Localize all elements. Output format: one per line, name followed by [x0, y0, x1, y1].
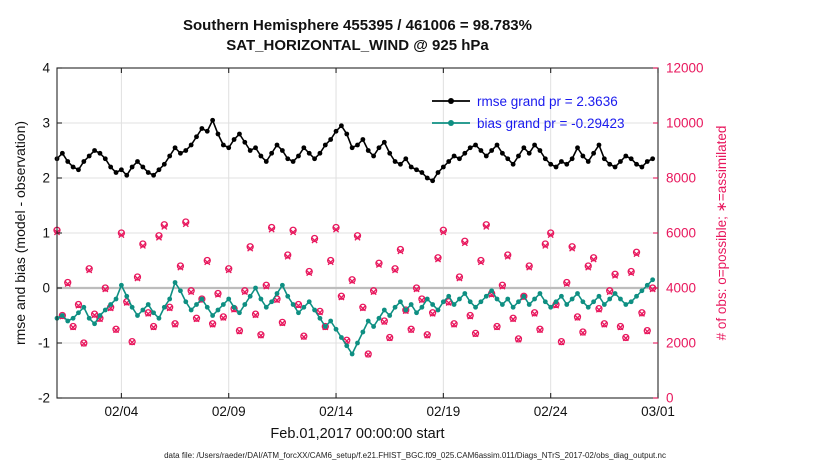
svg-text:02/04: 02/04 [104, 404, 138, 419]
svg-text:2000: 2000 [666, 336, 696, 351]
svg-text:-1: -1 [38, 336, 50, 351]
chart-title-line1: Southern Hemisphere 455395 / 461006 = 98… [183, 17, 532, 34]
chart-title: Southern Hemisphere 455395 / 461006 = 98… [57, 16, 658, 56]
svg-text:03/01: 03/01 [641, 404, 675, 419]
svg-text:2: 2 [42, 171, 50, 186]
svg-text:6000: 6000 [666, 226, 696, 241]
y-axis-label-left: rmse and bias (model - observation) [12, 120, 28, 346]
svg-text:02/19: 02/19 [426, 404, 460, 419]
y-axis-label-right: # of obs: o=possible; ∗=assimilated [714, 125, 729, 341]
legend-entry-rmse: rmse grand pr = 2.3636 [477, 94, 618, 109]
svg-text:02/24: 02/24 [534, 404, 568, 419]
chart-title-line2: SAT_HORIZONTAL_WIND @ 925 hPa [226, 37, 489, 54]
svg-text:10000: 10000 [666, 116, 704, 131]
svg-text:02/14: 02/14 [319, 404, 353, 419]
svg-text:3: 3 [42, 116, 50, 131]
x-axis-label: Feb.01,2017 00:00:00 start [270, 426, 445, 442]
svg-text:8000: 8000 [666, 171, 696, 186]
svg-text:12000: 12000 [666, 61, 704, 76]
svg-text:4: 4 [42, 61, 50, 76]
svg-text:4000: 4000 [666, 281, 696, 296]
svg-text:0: 0 [666, 391, 674, 406]
svg-text:0: 0 [42, 281, 50, 296]
legend-entry-bias: bias grand pr = -0.29423 [477, 116, 625, 131]
svg-text:-2: -2 [38, 391, 50, 406]
data-file-caption: data file: /Users/raeder/DAI/ATM_forcXX/… [164, 451, 666, 460]
svg-text:02/09: 02/09 [212, 404, 246, 419]
svg-text:1: 1 [42, 226, 50, 241]
